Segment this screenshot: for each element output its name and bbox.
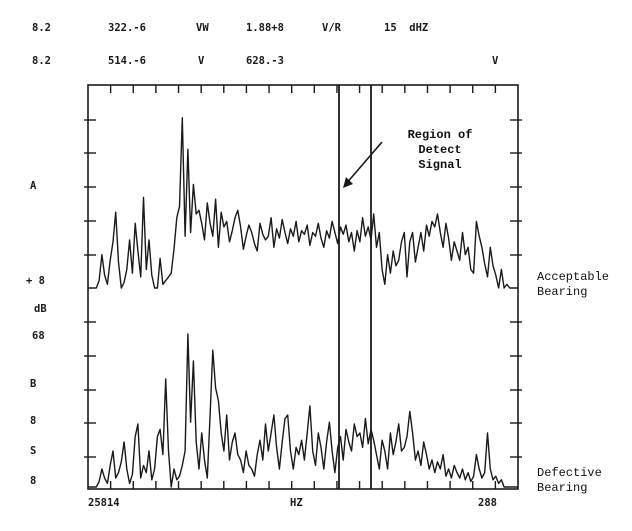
header-value: 628.-3: [246, 55, 284, 67]
side-label: dB: [34, 303, 47, 315]
header-value: V: [492, 55, 499, 67]
label-line: Acceptable: [537, 270, 610, 284]
label-line: Defective: [537, 466, 602, 480]
annotation-line: Signal: [418, 158, 462, 172]
header-value: 8.2: [32, 55, 51, 67]
annotation-arrow-shaft: [344, 141, 383, 186]
x-axis-left-label: 25814: [88, 497, 120, 509]
label-line: Bearing: [537, 285, 588, 299]
side-label: A: [30, 180, 37, 192]
header-value: V/R: [322, 22, 341, 34]
annotation-arrow-head: [343, 177, 353, 188]
plot-frame: [87, 84, 519, 490]
header-value: 322.-6: [108, 22, 146, 34]
x-axis-right-label: 288: [478, 497, 497, 509]
acceptable-bearing-trace: [88, 117, 518, 289]
header-value: 15 dHZ: [384, 22, 429, 34]
header-value: V: [198, 55, 205, 67]
side-label: 8: [30, 475, 37, 487]
header-value: 1.88+8: [246, 22, 284, 34]
annotation-line: Detect: [418, 143, 462, 157]
acceptable-bearing-label: Acceptable Bearing: [537, 270, 609, 300]
region-annotation: Region of Detect Signal: [390, 128, 490, 173]
annotation-line: Region of: [407, 128, 473, 142]
defective-bearing-label: Defective Bearing: [537, 466, 602, 496]
x-axis-center-label: HZ: [290, 497, 303, 509]
side-label: B: [30, 378, 37, 390]
side-label: S: [30, 445, 37, 457]
header-value: 8.2: [32, 22, 51, 34]
defective-bearing-trace: [88, 333, 518, 488]
label-line: Bearing: [537, 481, 588, 495]
side-label: + 8: [26, 275, 45, 287]
header-value: VW: [196, 22, 209, 34]
side-label: 8: [30, 415, 37, 427]
side-label: 68: [32, 330, 45, 342]
tick-marks: [84, 85, 522, 489]
header-value: 514.-6: [108, 55, 146, 67]
